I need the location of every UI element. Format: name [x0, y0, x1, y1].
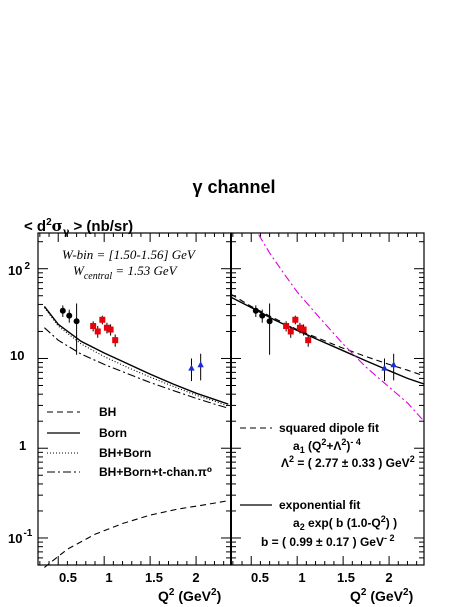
x-tick-label-left-2: 2 — [192, 570, 199, 585]
legend-bh-label: BH — [99, 405, 116, 419]
right-curves — [230, 234, 425, 422]
x-tick-label-right-2: 2 — [385, 570, 392, 585]
legend-exp-param: b = ( 0.99 ± 0.17 ) GeV- 2 — [261, 533, 395, 549]
x-tick-label-left-1: 1 — [105, 570, 112, 585]
left-points — [59, 303, 204, 382]
legend-exp-formula: a2 exp( b (1.0-Q2) ) — [293, 514, 397, 532]
left-curves — [43, 305, 229, 568]
y-tick-label-0.1: 10-1 — [8, 528, 33, 546]
data-point-red — [99, 316, 106, 323]
data-point-red — [112, 337, 119, 344]
w-central-label: Wcentral = 1.53 GeV — [73, 263, 179, 282]
w-bin-label: W-bin = [1.50-1.56] GeV — [62, 247, 197, 262]
data-point-red — [94, 328, 101, 335]
y-tick-label-1: 1 — [19, 438, 26, 453]
data-point-red — [292, 316, 299, 323]
y-axis-label: < d2σγ > (nb/sr) — [24, 217, 133, 238]
y-tick-label-100: 10 2 — [8, 261, 30, 278]
x-axis-label-right: Q2 (GeV2) — [350, 587, 413, 604]
data-point-black — [59, 307, 66, 314]
legend-dipole-param: Λ2 = ( 2.77 ± 0.33 ) GeV2 — [281, 454, 415, 470]
curve-bh-born-t-chan- — [44, 327, 229, 409]
y-tick-label-10: 10 — [10, 348, 24, 363]
x-tick-label-right-0.5: 0.5 — [251, 570, 269, 585]
data-point-red — [296, 324, 303, 331]
data-point-red — [103, 324, 110, 331]
curve-bh — [44, 500, 229, 568]
axis-ticks — [38, 233, 424, 566]
data-point-black — [252, 307, 259, 314]
data-point-red — [305, 337, 312, 344]
x-axis-label-left: Q2 (GeV2) — [158, 587, 221, 604]
legend-born-label: Born — [99, 426, 127, 440]
curve-dashdot-magenta — [258, 234, 425, 422]
legend-exp-label: exponential fit — [279, 498, 360, 512]
data-point-red — [283, 323, 290, 330]
data-point-black — [66, 312, 73, 319]
x-tick-label-right-1: 1 — [298, 570, 305, 585]
x-tick-label-left-1.5: 1.5 — [145, 570, 163, 585]
legend-bh-born-tchan-label: BH+Born+t-chan.π⁰ — [99, 465, 212, 479]
data-point-blue — [381, 364, 388, 371]
curve-exponential-fit — [230, 296, 425, 385]
data-point-red — [90, 323, 97, 330]
data-point-blue — [188, 364, 195, 371]
legend-bh-born-label: BH+Born — [99, 446, 151, 460]
data-point-blue — [390, 361, 397, 368]
legend-dipole-label: squared dipole fit — [279, 421, 379, 435]
data-point-black — [73, 318, 80, 325]
right-points — [252, 303, 397, 382]
data-point-red — [300, 326, 307, 333]
chart-title: γ channel — [192, 177, 275, 197]
data-point-blue — [197, 361, 204, 368]
x-tick-label-right-1.5: 1.5 — [337, 570, 355, 585]
x-tick-label-left-0.5: 0.5 — [59, 570, 77, 585]
data-point-red — [107, 326, 114, 333]
curve-born — [43, 305, 229, 405]
data-point-black — [259, 312, 266, 319]
legend-dipole-formula: a1 (Q2+Λ2)- 4 — [293, 437, 361, 455]
left-panel-frame — [37, 232, 232, 566]
data-point-black — [266, 318, 273, 325]
data-point-red — [287, 328, 294, 335]
curve-squared-dipole-fit — [230, 293, 425, 377]
